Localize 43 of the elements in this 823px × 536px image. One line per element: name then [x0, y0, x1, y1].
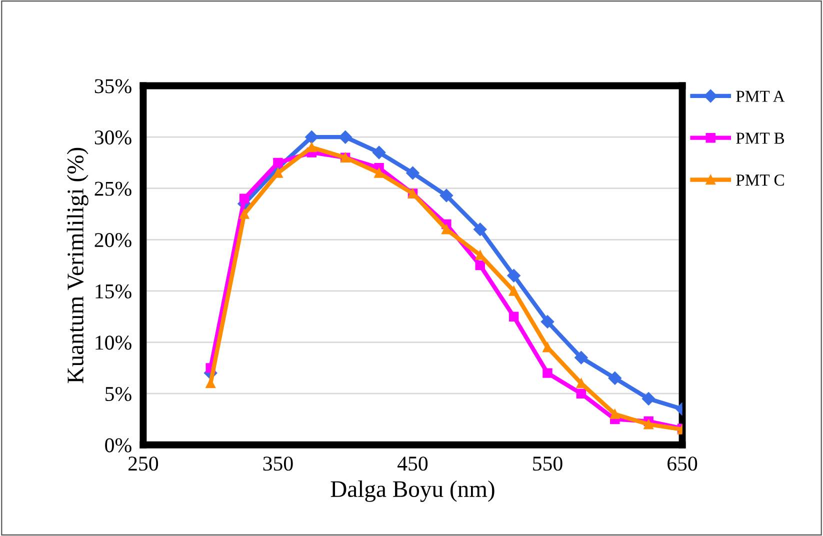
point [273, 158, 283, 168]
y-tick-label: 30% [94, 130, 132, 145]
point [574, 351, 588, 364]
x-tick-label: 550 [533, 456, 562, 471]
legend-label: PMT B [736, 132, 784, 144]
point [338, 130, 352, 144]
y-tick-label: 20% [94, 233, 132, 248]
y-tick-label: 0% [105, 438, 132, 452]
point [542, 368, 552, 378]
x-tick-label: 350 [263, 456, 293, 471]
point [474, 222, 487, 236]
point [540, 315, 554, 328]
point [305, 130, 318, 144]
x-tick-label: 650 [668, 456, 698, 471]
point [542, 342, 552, 352]
point [372, 146, 386, 160]
point [374, 168, 384, 178]
y-tick-label: 35% [94, 79, 132, 94]
legend-label: PMT A [736, 90, 785, 102]
point [273, 168, 283, 178]
y-tick-label: 25% [94, 182, 132, 196]
y-tick-label: 5% [106, 386, 132, 402]
legend-label: PMT C [736, 174, 784, 186]
point [610, 409, 620, 419]
y-axis-title: Kuantum Verimliligi (%) [66, 148, 88, 384]
point [475, 260, 485, 270]
point [239, 194, 250, 204]
y-tick-label: 10% [96, 336, 132, 350]
point [475, 250, 485, 260]
y-tick-label: 15% [96, 284, 132, 298]
x-tick-label: 250 [128, 456, 158, 471]
point [440, 188, 454, 202]
point [576, 388, 586, 398]
point [239, 209, 250, 219]
point [507, 268, 520, 282]
x-axis-title: Dalga Boyu (nm) [330, 480, 494, 502]
x-tick-label: 450 [398, 456, 428, 471]
point [508, 286, 519, 296]
point [608, 372, 622, 385]
point [642, 392, 656, 406]
point [644, 419, 654, 430]
point [406, 166, 420, 180]
point [508, 312, 519, 322]
